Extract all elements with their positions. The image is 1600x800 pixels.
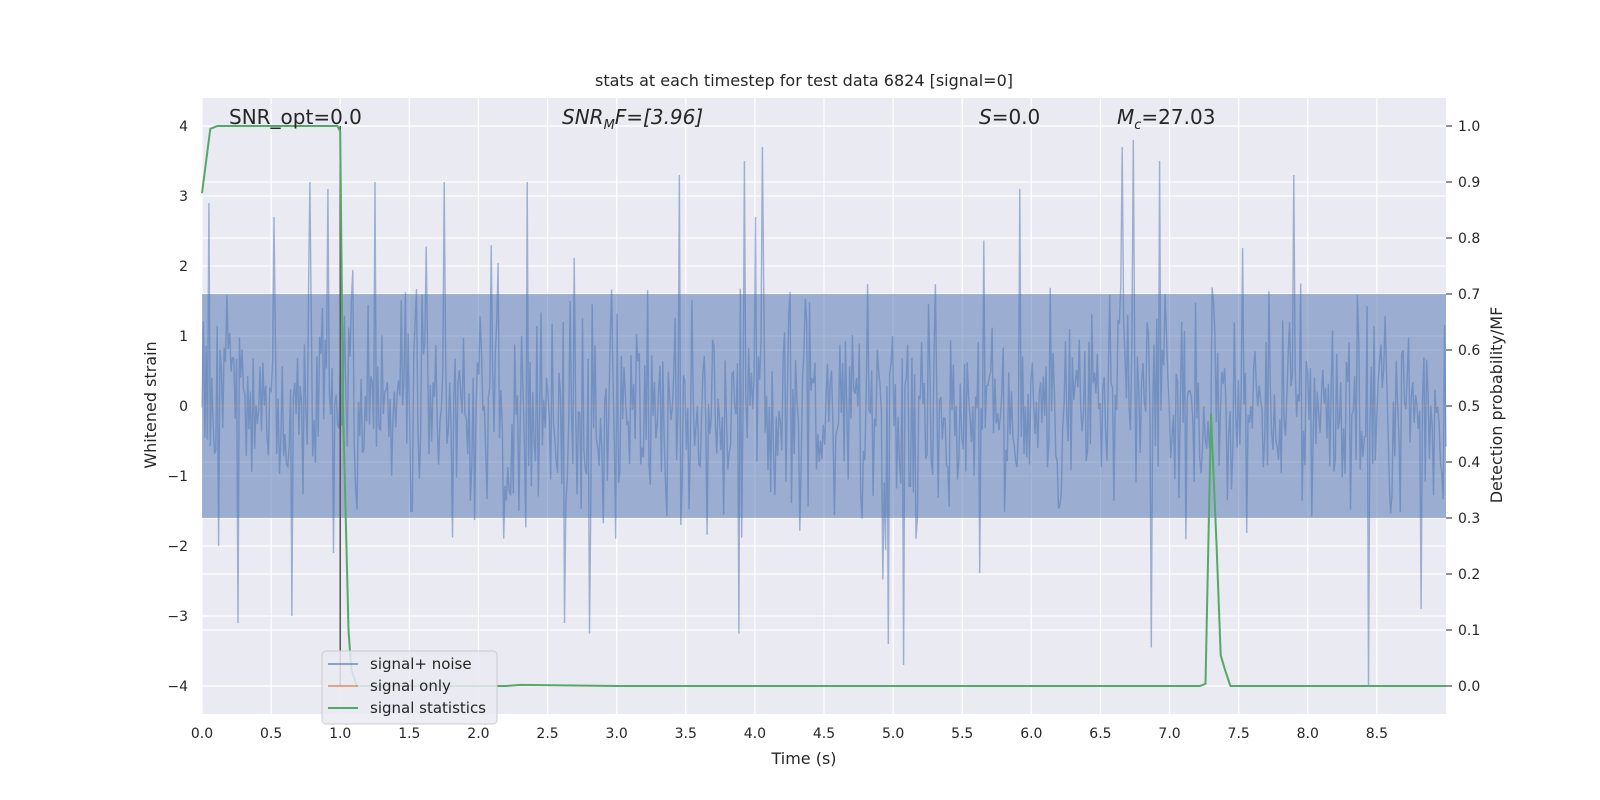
y-right-tick-label: 0.7 — [1458, 287, 1480, 303]
y-axis-right-ticks: 1.0 0.9 0.8 0.7 0.6 0.5 0.4 0.3 0.2 0.1 0.0 — [1446, 119, 1480, 695]
y-left-tick-label: 3 — [179, 189, 188, 205]
x-tick-label: 7.0 — [1158, 726, 1180, 742]
annotation-snr-mf: SNRMF=[3.96] — [562, 105, 703, 133]
x-tick-label: 3.5 — [675, 726, 697, 742]
y-left-tick-label: 4 — [179, 119, 188, 135]
annotation-mc: Mc=27.03 — [1117, 105, 1215, 133]
y-right-tick-label: 1.0 — [1458, 119, 1480, 135]
signal-statistics-line — [201, 125, 1446, 687]
chart-title: stats at each timestep for test data 682… — [595, 71, 1013, 90]
annotation-s: S=0.0 — [979, 105, 1040, 129]
x-tick-label: 8.0 — [1297, 726, 1319, 742]
signal-noise-series — [201, 139, 1447, 687]
x-tick-label: 4.5 — [813, 726, 835, 742]
x-tick-label: 3.0 — [606, 726, 628, 742]
y-axis-left-ticks: 4 3 2 1 0 −1 −2 −3 −4 — [167, 119, 188, 695]
y-left-tick-label: −2 — [167, 539, 188, 555]
y-left-tick-label: 2 — [179, 259, 188, 275]
legend: signal+ noise signal only signal statist… — [321, 650, 498, 725]
legend-label-signal-statistics: signal statistics — [370, 699, 486, 717]
y-right-tick-label: 0.9 — [1458, 175, 1480, 191]
y-right-tick-label: 0.0 — [1458, 679, 1480, 695]
x-tick-label: 1.5 — [398, 726, 420, 742]
legend-label-signal-only: signal only — [370, 677, 451, 695]
y-left-tick-label: 1 — [179, 329, 188, 345]
x-tick-label: 0.5 — [260, 726, 282, 742]
y-right-tick-label: 0.5 — [1458, 399, 1480, 415]
line-series — [201, 125, 1446, 687]
x-tick-label: 5.5 — [951, 726, 973, 742]
x-tick-label: 8.5 — [1366, 726, 1388, 742]
y-right-tick-label: 0.8 — [1458, 231, 1480, 247]
y-right-tick-label: 0.6 — [1458, 343, 1480, 359]
x-tick-label: 6.5 — [1089, 726, 1111, 742]
x-tick-label: 1.0 — [329, 726, 351, 742]
x-tick-label: 6.0 — [1020, 726, 1042, 742]
annotation-snr-opt: SNR_opt=0.0 — [229, 105, 362, 129]
legend-box — [321, 650, 498, 725]
x-tick-label: 0.0 — [191, 726, 213, 742]
y-axis-right-label: Detection probability/MF — [1487, 307, 1506, 504]
y-axis-left-label: Whitened strain — [141, 341, 160, 468]
x-axis-label: Time (s) — [770, 749, 836, 768]
y-right-tick-label: 0.3 — [1458, 511, 1480, 527]
x-tick-label: 5.0 — [882, 726, 904, 742]
x-tick-label: 4.0 — [744, 726, 766, 742]
y-right-tick-label: 0.4 — [1458, 455, 1480, 471]
x-tick-label: 7.5 — [1228, 726, 1250, 742]
y-right-tick-label: 0.1 — [1458, 623, 1480, 639]
x-tick-label: 2.0 — [467, 726, 489, 742]
y-left-tick-label: −1 — [167, 469, 188, 485]
signal-noise-line — [201, 139, 1447, 687]
x-tick-label: 2.5 — [536, 726, 558, 742]
y-right-tick-label: 0.2 — [1458, 567, 1480, 583]
legend-label-signal-noise: signal+ noise — [370, 655, 472, 673]
y-left-tick-label: −3 — [167, 609, 188, 625]
x-axis-ticks: 0.0 0.5 1.0 1.5 2.0 2.5 3.0 3.5 4.0 4.5 5.0 5.5 6.0 6… — [191, 726, 1388, 742]
y-left-tick-label: −4 — [167, 679, 188, 695]
y-left-tick-label: 0 — [179, 399, 188, 415]
